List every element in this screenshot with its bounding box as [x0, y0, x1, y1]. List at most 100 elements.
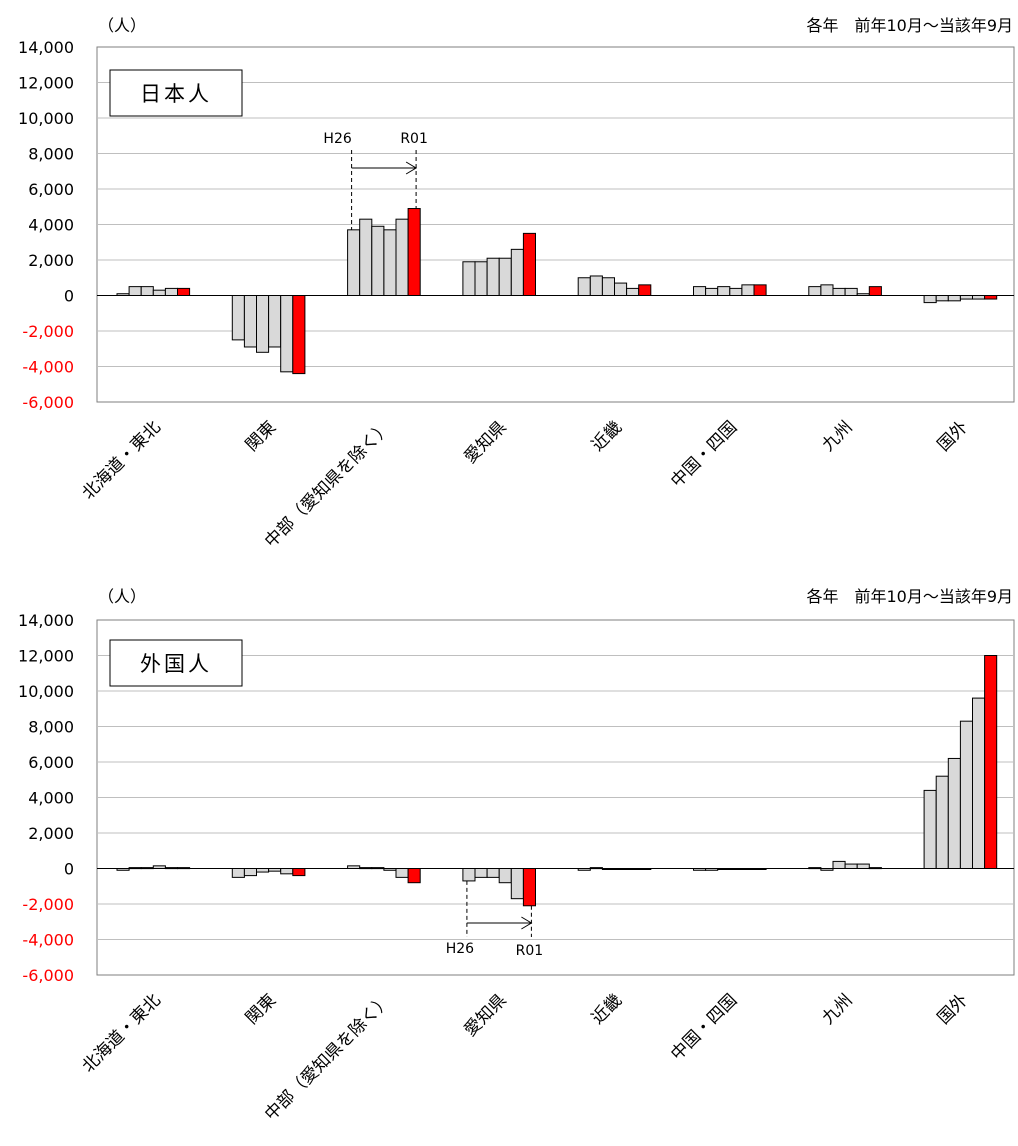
bar [177, 287, 191, 296]
chart-panel-2: （人） 各年 前年10月～当該年9月 14,000 12,000 10,000 8,000… [18, 587, 1015, 1125]
y-tick-label: 6,000 [28, 180, 74, 199]
bar [717, 286, 731, 296]
category-label: 国外 [934, 417, 972, 455]
y-tick-label: 8,000 [28, 718, 74, 737]
y-tick-label: 0 [64, 287, 74, 306]
bar [140, 286, 154, 296]
bar [729, 868, 743, 870]
title-box [109, 639, 243, 687]
bar [808, 867, 822, 870]
bar [705, 868, 719, 871]
y-tick-label: -2,000 [22, 322, 74, 341]
bar [486, 868, 500, 878]
bar [832, 860, 846, 870]
bar [243, 295, 257, 348]
category-label: 中部（愛知県を除く） [261, 417, 395, 551]
bar [371, 867, 385, 870]
category-label: 中国・四国 [667, 990, 741, 1064]
bar [577, 277, 591, 296]
annotation-from: H26 [323, 131, 351, 147]
bar [947, 295, 961, 302]
bar [292, 868, 306, 877]
bar [256, 868, 270, 873]
bar [407, 208, 421, 296]
bar [984, 655, 998, 869]
bar [923, 789, 937, 870]
category-label: 中部（愛知県を除く） [261, 990, 395, 1124]
y-tick-label: 10,000 [18, 682, 74, 701]
bar [820, 868, 834, 871]
y-tick-label: 6,000 [28, 753, 74, 772]
bar [935, 775, 949, 870]
bar [972, 697, 986, 869]
category-label: 北海道・東北 [79, 990, 165, 1076]
bar [371, 225, 385, 296]
category-label: 愛知県 [461, 417, 511, 467]
bar [116, 868, 130, 871]
y-tick-label: 12,000 [18, 647, 74, 666]
bar [522, 232, 537, 296]
bar [164, 287, 178, 296]
y-tick-label: -4,000 [22, 931, 74, 950]
bar [268, 295, 282, 348]
bar [753, 284, 767, 297]
y-tick-label: 2,000 [28, 824, 74, 843]
unit-label: （人） [98, 587, 146, 606]
category-label: 近畿 [588, 417, 626, 455]
period-note: 各年 前年10月～当該年9月 [806, 16, 1013, 35]
bar [498, 868, 512, 884]
bar [832, 287, 846, 296]
period-arrow-annotation: H26 R01 [446, 880, 544, 959]
bar [474, 868, 488, 878]
bar [152, 289, 166, 296]
bar [164, 867, 178, 870]
arrow-head [405, 161, 418, 175]
bar [510, 868, 524, 900]
bar [614, 868, 628, 870]
bar [347, 865, 361, 870]
y-tick-label: 8,000 [28, 145, 74, 164]
bar [231, 295, 245, 341]
bar [959, 720, 974, 869]
bar [947, 757, 961, 870]
bar [959, 295, 974, 300]
bar [395, 868, 409, 878]
bar [844, 863, 858, 869]
y-tick-label: 14,000 [18, 611, 74, 630]
bar [292, 295, 306, 375]
bar [280, 295, 294, 373]
bar [856, 293, 870, 297]
bar [395, 218, 409, 296]
bar [243, 868, 257, 877]
category-label: 国外 [934, 990, 972, 1028]
bar [753, 868, 767, 870]
category-label: 近畿 [588, 990, 626, 1028]
chart-title: 外国人 [140, 652, 212, 676]
bar [116, 293, 130, 297]
y-tick-label: 0 [64, 860, 74, 879]
bar [589, 867, 603, 870]
bar [268, 868, 282, 872]
y-tick-label: 4,000 [28, 216, 74, 235]
chart-panel-1: （人） 各年 前年10月～当該年9月 14,000 12,000 10,000 8,000… [18, 16, 1015, 552]
bar [498, 257, 512, 297]
bar [972, 295, 986, 300]
bar [359, 218, 373, 296]
bar [486, 257, 500, 297]
bar [626, 868, 640, 870]
bar [741, 284, 755, 297]
annotation-to: R01 [516, 943, 544, 959]
bar [808, 286, 822, 296]
bar [577, 868, 591, 871]
bar [984, 295, 998, 300]
period-arrow-annotation: H26 R01 [323, 131, 428, 230]
bar [128, 867, 142, 870]
category-label: 愛知県 [461, 990, 511, 1040]
bar [128, 286, 142, 296]
bar [741, 868, 755, 870]
bar [383, 229, 397, 296]
y-tick-label: -6,000 [22, 393, 74, 412]
bar [614, 282, 628, 297]
bar [856, 863, 870, 869]
